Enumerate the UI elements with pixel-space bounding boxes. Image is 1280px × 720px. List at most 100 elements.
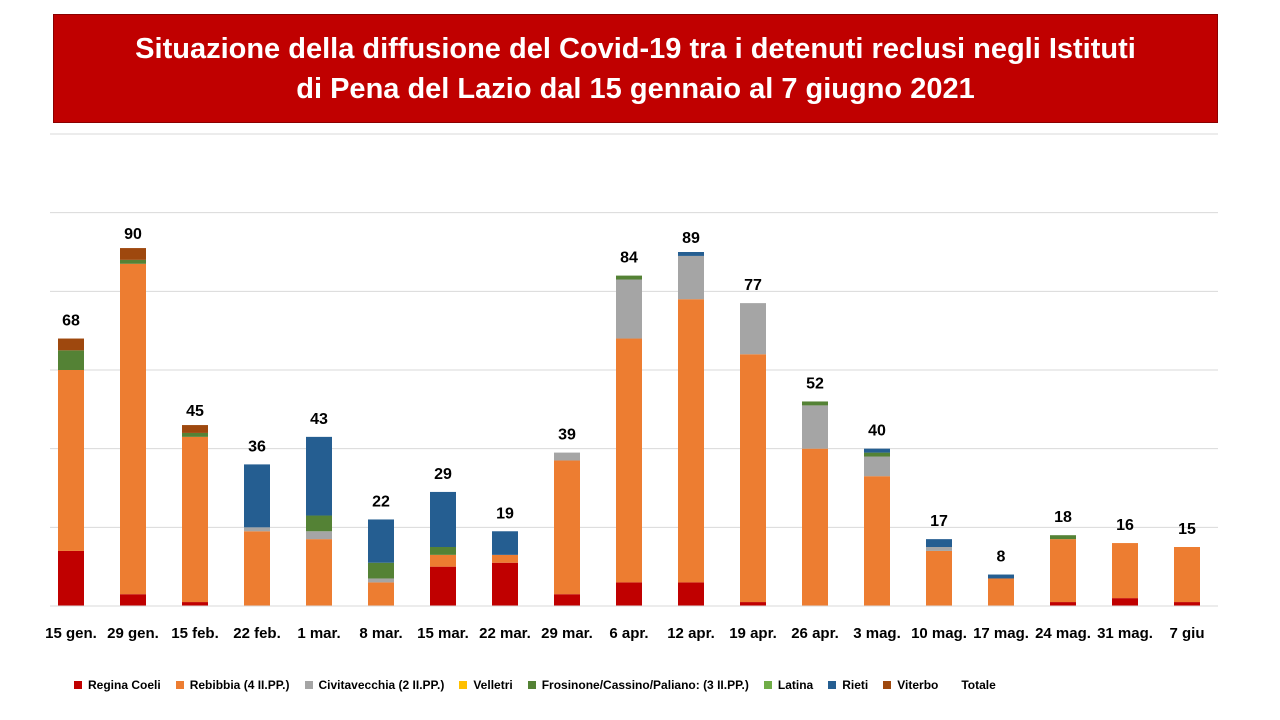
bar-segment — [802, 405, 828, 449]
bar-segment — [616, 338, 642, 583]
bar-segment — [678, 582, 704, 606]
total-label: 16 — [1116, 517, 1134, 534]
chart-title-line1: Situazione della diffusione del Covid-19… — [135, 32, 1136, 65]
legend-item: Frosinone/Cassino/Paliano: (3 II.PP.) — [527, 678, 749, 692]
bar-segment — [740, 602, 766, 606]
legend-swatch — [175, 681, 184, 689]
total-label: 45 — [186, 403, 204, 420]
title-banner: Situazione della diffusione del Covid-19… — [53, 14, 1218, 123]
bar-segment — [306, 539, 332, 606]
bar-segment — [864, 448, 890, 453]
legend-swatch — [304, 681, 313, 689]
legend-label: Velletri — [473, 678, 513, 692]
bar-segment — [120, 263, 146, 595]
bar-segment — [58, 550, 84, 606]
bar-segment — [988, 578, 1014, 606]
bar-segment — [926, 547, 952, 551]
total-label: 39 — [558, 427, 576, 444]
bar-segment — [988, 574, 1014, 579]
bar-segment — [430, 491, 456, 547]
total-label: 17 — [930, 513, 948, 530]
chart-legend: Regina Coeli Rebibbia (4 II.PP.) Civitavec… — [74, 678, 1011, 692]
category-label: 29 gen. — [107, 625, 159, 642]
bar-segment — [182, 432, 208, 437]
legend-item: Civitavecchia (2 II.PP.) — [304, 678, 444, 692]
category-label: 8 mar. — [359, 625, 402, 642]
bar-segment — [430, 547, 456, 555]
bar-segment — [120, 248, 146, 260]
bar-segment — [430, 554, 456, 567]
total-label: 8 — [997, 549, 1006, 566]
bar-segment — [368, 562, 394, 579]
category-label: 15 feb. — [171, 625, 219, 642]
bar-segment — [1050, 602, 1076, 606]
bar-segment — [678, 299, 704, 583]
total-label: 40 — [868, 423, 886, 440]
bar-segment — [244, 464, 270, 528]
category-label: 15 gen. — [45, 625, 97, 642]
legend-item: Viterbo — [883, 678, 938, 692]
bar-segment — [926, 550, 952, 606]
bar-segment — [864, 452, 890, 457]
total-label: 18 — [1054, 509, 1072, 526]
category-label: 17 mag. — [973, 625, 1029, 642]
legend-label: Latina — [777, 678, 814, 692]
category-label: 26 apr. — [791, 625, 839, 642]
bar-segment — [306, 531, 332, 540]
legend-swatch — [459, 681, 468, 689]
legend-label: Rieti — [842, 678, 869, 692]
bar-segment — [182, 425, 208, 433]
bar-segment — [492, 531, 518, 555]
bar-segment — [740, 303, 766, 355]
bar-segment — [368, 582, 394, 606]
bar-segment — [864, 476, 890, 606]
bar-segment — [616, 582, 642, 606]
bar-segment — [616, 275, 642, 280]
bar-segment — [802, 401, 828, 406]
category-label: 24 mag. — [1035, 625, 1091, 642]
bar-segment — [1112, 598, 1138, 606]
category-label: 19 apr. — [729, 625, 777, 642]
bar-segment — [492, 554, 518, 563]
legend-swatch — [527, 681, 536, 689]
total-label: 68 — [62, 313, 80, 330]
total-label: 19 — [496, 505, 514, 522]
legend-item: Regina Coeli — [74, 678, 161, 692]
legend-item: Velletri — [459, 678, 513, 692]
bar-segment — [182, 602, 208, 606]
legend-item-totale: Totale — [961, 678, 996, 692]
bar-segment — [740, 354, 766, 603]
bar-segment — [678, 252, 704, 256]
bar-segment — [58, 350, 84, 370]
bar-segment — [306, 515, 332, 532]
legend-swatch — [828, 681, 837, 689]
category-label: 10 mag. — [911, 625, 967, 642]
chart-title: Situazione della diffusione del Covid-19… — [115, 29, 1156, 109]
chart-title-line2: di Pena del Lazio dal 15 gennaio al 7 gi… — [296, 72, 975, 105]
legend-item: Latina — [763, 678, 814, 692]
legend-swatch — [883, 681, 892, 689]
category-label: 6 apr. — [609, 625, 648, 642]
category-label: 7 giu — [1169, 625, 1204, 642]
bar-segment — [554, 594, 580, 606]
bar-segment — [1050, 539, 1076, 603]
bar-segment — [802, 448, 828, 606]
bar-segment — [120, 259, 146, 264]
category-label: 1 mar. — [297, 625, 340, 642]
legend-item: Rebibbia (4 II.PP.) — [175, 678, 290, 692]
bar-segment — [182, 436, 208, 603]
total-label: 29 — [434, 466, 452, 483]
category-label: 22 feb. — [233, 625, 281, 642]
category-label: 22 mar. — [479, 625, 531, 642]
category-label: 3 mag. — [853, 625, 901, 642]
bar-segment — [368, 578, 394, 583]
total-label: 89 — [682, 230, 700, 247]
legend-label: Regina Coeli — [88, 678, 161, 692]
bar-segment — [58, 338, 84, 351]
bar-segment — [864, 456, 890, 477]
total-label: 52 — [806, 375, 824, 392]
total-label: 36 — [248, 438, 266, 455]
total-label: 90 — [124, 226, 142, 243]
total-label: 22 — [372, 493, 390, 510]
